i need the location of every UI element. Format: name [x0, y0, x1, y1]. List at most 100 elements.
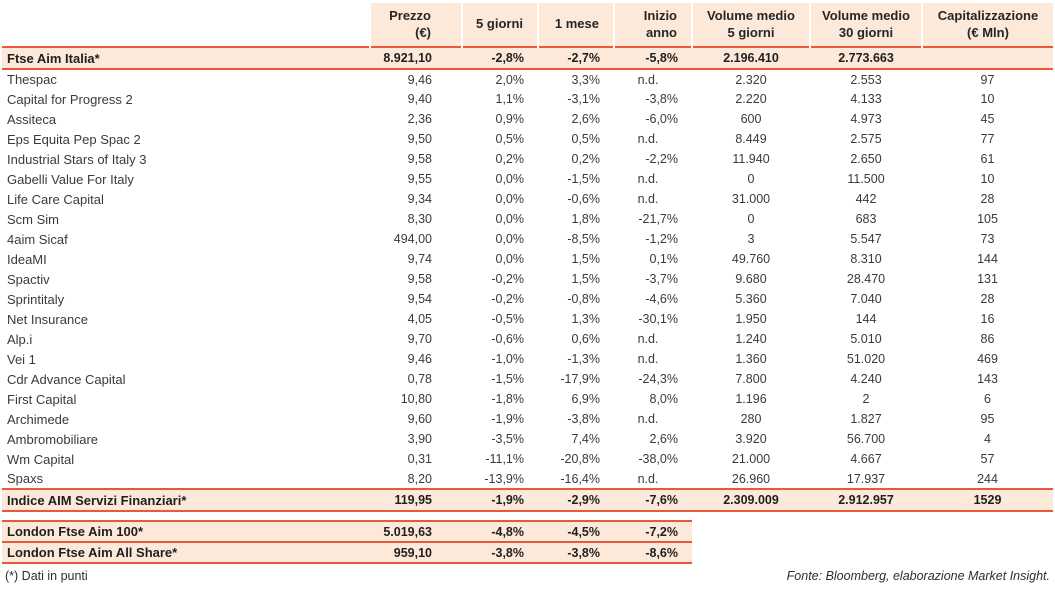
avg-volume-5d-cell: 9.680 [735, 272, 767, 286]
security-name-cell: Spaxs [7, 471, 44, 486]
security-name-cell: London Ftse Aim 100* [2, 520, 370, 543]
change-ytd-cell: -38,0% [638, 452, 678, 466]
change-ytd-cell: n.d. [637, 172, 659, 186]
change-1m-cell: 7,4% [571, 432, 601, 446]
change-5d-cell: -0,2% [491, 292, 524, 306]
avg-volume-30d-cell: 4.133 [850, 92, 882, 106]
change-5d-cell: 0,0% [495, 212, 525, 226]
change-ytd-cell: -3,8% [645, 92, 678, 106]
avg-volume-5d-cell: 26.960 [731, 471, 771, 486]
market-cap-cell: 131 [977, 272, 998, 286]
change-ytd-cell: -5,8% [614, 46, 692, 70]
market-cap-cell: 143 [977, 372, 998, 386]
avg-volume-5d-cell: 3.920 [735, 432, 767, 446]
change-5d-cell: -3,5% [491, 432, 524, 446]
change-ytd-cell: n.d. [637, 132, 659, 146]
avg-volume-30d-cell: 144 [855, 312, 877, 326]
avg-volume-30d-cell: 1.827 [850, 412, 882, 426]
security-name-cell: Capital for Progress 2 [7, 91, 133, 107]
security-name-cell: Vei 1 [7, 351, 36, 367]
change-1m-cell: -3,8% [538, 541, 614, 564]
security-name-cell: Scm Sim [7, 211, 59, 227]
table-body: Ftse Aim Italia* 8.921,10 -2,8% -2,7% -5,8% 2… [2, 46, 1053, 512]
price-cell: 9,60 [407, 412, 432, 426]
price-cell: 959,10 [370, 541, 462, 564]
column-header-market-cap: Capitalizzazione (€ Mln) [921, 3, 1053, 47]
change-ytd-cell: n.d. [637, 332, 659, 346]
change-ytd-cell: -30,1% [638, 312, 678, 326]
avg-volume-5d-cell: 1.240 [735, 332, 767, 346]
avg-volume-5d-cell: 7.800 [735, 372, 767, 386]
avg-volume-5d-cell: 280 [740, 412, 762, 426]
market-cap-cell: 4 [984, 432, 991, 446]
market-cap-cell: 10 [980, 92, 995, 106]
security-name-cell: IdeaMI [7, 251, 47, 267]
change-1m-cell: -17,9% [560, 372, 600, 386]
market-cap-cell: 28 [980, 192, 995, 206]
avg-volume-30d-cell: 2.553 [850, 72, 882, 87]
price-cell: 9,34 [407, 192, 432, 206]
change-ytd-cell: -1,2% [645, 232, 678, 246]
avg-volume-5d-cell: 0 [747, 212, 755, 226]
london-ftse-aim-table: London Ftse Aim 100* 5.019,63 -4,8% -4,5% -7… [2, 520, 692, 564]
market-cap-cell: 77 [980, 132, 995, 146]
change-1m-cell: 2,6% [571, 112, 601, 126]
change-1m-cell: 1,3% [571, 312, 601, 326]
change-ytd-cell: -24,3% [638, 372, 678, 386]
price-cell: 3,90 [407, 432, 432, 446]
change-5d-cell: -11,1% [485, 452, 524, 466]
change-1m-cell: 0,5% [571, 132, 601, 146]
change-1m-cell: -8,5% [567, 232, 600, 246]
column-header-avg-volume-5d: Volume medio 5 giorni [691, 3, 810, 47]
change-ytd-cell: -8,6% [614, 541, 692, 564]
security-name-cell: Sprintitaly [7, 291, 65, 307]
change-5d-cell: -1,9% [491, 412, 524, 426]
market-cap-cell: 16 [980, 312, 995, 326]
market-cap-cell: 105 [977, 212, 998, 226]
price-cell: 0,78 [407, 372, 432, 386]
change-1m-cell: 1,8% [571, 212, 601, 226]
price-cell: 9,54 [407, 292, 432, 306]
avg-volume-30d-cell: 2.650 [850, 152, 882, 166]
change-1m-cell: 1,5% [571, 272, 601, 286]
stock-row: Spaxs 8,20 -13,9% -16,4% n.d. 26.960 17.937 244 [2, 469, 1053, 489]
avg-volume-30d-cell: 4.973 [850, 112, 882, 126]
stock-row: Net Insurance 4,05 -0,5% 1,3% -30,1% 1.950 144… [2, 309, 1053, 329]
price-cell: 8.921,10 [370, 46, 462, 70]
change-1m-cell: -1,5% [567, 172, 600, 186]
change-5d-cell: -1,5% [491, 372, 524, 386]
security-name-cell: Gabelli Value For Italy [7, 171, 134, 187]
market-cap-cell: 28 [980, 292, 995, 306]
stock-row: Gabelli Value For Italy 9,55 0,0% -1,5% n.d.… [2, 169, 1053, 189]
summary-row-indice-aim-servizi-finanziari: Indice AIM Servizi Finanziari* 119,95 -1,9… [2, 488, 1053, 512]
security-name-cell: London Ftse Aim All Share* [2, 541, 370, 564]
security-name-cell: Eps Equita Pep Spac 2 [7, 131, 141, 147]
avg-volume-5d-cell: 2.196.410 [692, 46, 810, 70]
market-cap-cell: 86 [980, 332, 995, 346]
stock-row: Life Care Capital 9,34 0,0% -0,6% n.d. 31.000… [2, 189, 1053, 209]
security-name-cell: Cdr Advance Capital [7, 371, 126, 387]
avg-volume-5d-cell: 600 [740, 112, 762, 126]
change-5d-cell: 1,1% [495, 92, 525, 106]
avg-volume-30d-cell: 28.470 [846, 272, 886, 286]
change-ytd-cell: n.d. [637, 72, 659, 87]
column-header-ytd: Inizio anno [613, 3, 692, 47]
change-1m-cell: 0,6% [571, 332, 601, 346]
stock-row: Assiteca 2,36 0,9% 2,6% -6,0% 600 4.973 45 [2, 109, 1053, 129]
price-cell: 9,58 [407, 272, 432, 286]
price-cell: 9,46 [407, 72, 432, 87]
avg-volume-30d-cell: 5.010 [850, 332, 882, 346]
avg-volume-5d-cell: 31.000 [731, 192, 771, 206]
change-5d-cell: 2,0% [495, 72, 525, 87]
change-5d-cell: -3,8% [462, 541, 538, 564]
avg-volume-5d-cell: 0 [747, 172, 755, 186]
price-cell: 0,31 [407, 452, 432, 466]
change-1m-cell: 0,2% [571, 152, 601, 166]
london-index-row: London Ftse Aim All Share* 959,10 -3,8% -3,… [2, 541, 692, 564]
stock-row: Eps Equita Pep Spac 2 9,50 0,5% 0,5% n.d. 8.4… [2, 129, 1053, 149]
security-name-cell: Assiteca [7, 111, 57, 127]
price-cell: 9,74 [407, 252, 432, 266]
change-ytd-cell: -7,2% [614, 520, 692, 543]
change-5d-cell: -2,8% [462, 46, 538, 70]
change-ytd-cell: -4,6% [645, 292, 678, 306]
